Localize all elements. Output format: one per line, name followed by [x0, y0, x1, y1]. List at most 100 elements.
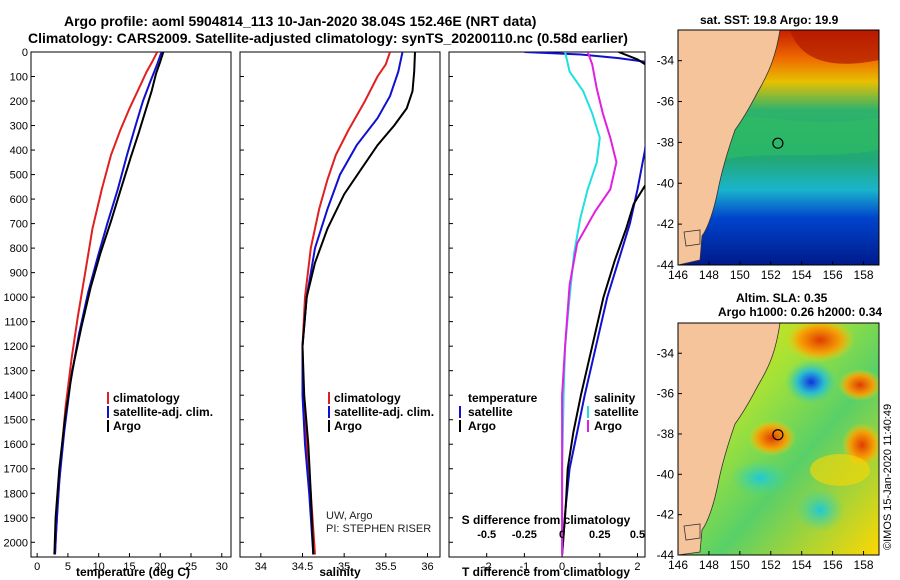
x-tick-label: 0 — [34, 561, 40, 573]
depth-tick-label: 800 — [10, 243, 28, 255]
map-y-tick-label: -38 — [657, 135, 675, 149]
difference-x-axis: -2 -1 0 1 2 — [482, 553, 641, 573]
x-tick-label: 10 — [93, 561, 105, 573]
map-y-tick-label: -40 — [657, 467, 675, 481]
map-x-tick-label: 152 — [761, 268, 781, 282]
map-y-tick-label: -42 — [657, 508, 675, 522]
depth-tick-label: 0 — [22, 47, 28, 59]
salinity-xlabel: salinity — [319, 565, 361, 579]
map-x-tick-label: 154 — [792, 558, 812, 572]
sla-land — [678, 323, 781, 555]
series-line-t-satellite — [524, 52, 645, 63]
temperature-legend: climatology satellite-adj. clim. Argo — [107, 391, 213, 433]
depth-tick-label: 1800 — [4, 488, 28, 500]
series-line-argo — [301, 52, 416, 555]
legend-label: Argo — [113, 419, 141, 433]
map-x-tick-label: 158 — [854, 558, 874, 572]
series-line-satellite-adj-clim- — [301, 52, 404, 555]
sst-map-image — [678, 30, 879, 265]
sst-warm-core — [790, 30, 879, 64]
header-line-1: Argo profile: aoml 5904814_113 10-Jan-20… — [64, 13, 537, 29]
x-tick-label: 5 — [65, 561, 71, 573]
sla-blob — [730, 460, 790, 496]
x-tick-label: 2 — [634, 561, 640, 573]
x-tick-label: 0 — [559, 561, 565, 573]
depth-tick-label: 1500 — [4, 415, 28, 427]
temperature-plot-frame — [30, 51, 232, 558]
depth-tick-label: 1300 — [4, 366, 28, 378]
credit-annotation-uw: UW, Argo — [326, 510, 372, 522]
depth-tick-label: 400 — [10, 145, 28, 157]
map-x-tick-label: 154 — [792, 268, 812, 282]
depth-tick-label: 700 — [10, 219, 28, 231]
depth-tick-label: 600 — [10, 194, 28, 206]
sla-map-axes: 146 148 150 152 154 156 158 -34 -36 -38 -40 -42 -44 — [657, 346, 874, 572]
map-y-tick-label: -36 — [657, 387, 675, 401]
map-x-tick-label: 148 — [699, 558, 719, 572]
sla-blob — [795, 488, 845, 532]
sla-island — [683, 523, 701, 541]
difference-series — [524, 52, 645, 555]
map-y-tick-label: -36 — [657, 95, 675, 109]
x-tick-label: -1 — [519, 561, 529, 573]
x-tick-label: 35.5 — [375, 561, 396, 573]
salinity-plot-frame — [239, 51, 441, 558]
legend-title-salinity: salinity — [594, 391, 636, 405]
x-tick-label: 1 — [597, 561, 603, 573]
map-x-tick-label: 150 — [730, 558, 750, 572]
temperature-series — [53, 52, 165, 555]
difference-plot-frame — [448, 51, 646, 558]
difference-legend: temperature satellite Argo salinity sate… — [459, 391, 639, 433]
salinity-legend: climatology satellite-adj. clim. Argo UW… — [326, 391, 434, 535]
depth-tick-label: 300 — [10, 121, 28, 133]
sla-blob — [785, 323, 855, 362]
map-y-tick-label: -34 — [657, 346, 675, 360]
depth-tick-label: 1400 — [4, 390, 28, 402]
legend-label: Argo — [468, 419, 496, 433]
x-tick-label: -2 — [482, 561, 492, 573]
difference-xlabel: T difference from climatology — [462, 565, 630, 579]
header-line-2: Climatology: CARS2009. Satellite-adjuste… — [28, 30, 628, 46]
series-line-t-argo — [618, 52, 645, 66]
sst-island — [683, 229, 701, 247]
difference-top-label: S difference from climatology — [462, 513, 631, 527]
legend-label: Argo — [334, 419, 362, 433]
map-x-tick-label: 150 — [730, 268, 750, 282]
map-x-tick-label: 146 — [668, 558, 688, 572]
sst-argo-marker — [772, 137, 784, 149]
depth-axis: 0 100 200 300 400 500 600 700 800 900 1000 1100 1200… — [4, 47, 453, 549]
top-tick-label: 0.25 — [589, 529, 610, 541]
depth-tick-label: 500 — [10, 170, 28, 182]
depth-tick-label: 1000 — [4, 292, 28, 304]
sla-map-frame — [677, 322, 880, 556]
map-x-tick-label: 146 — [668, 268, 688, 282]
top-tick-label: 0 — [559, 529, 565, 541]
top-tick-label: -0.25 — [512, 529, 537, 541]
sla-blob — [785, 360, 837, 404]
map-y-tick-label: -34 — [657, 54, 675, 68]
legend-label: Argo — [594, 419, 622, 433]
depth-tick-label: 1700 — [4, 464, 28, 476]
legend-label: climatology — [334, 391, 401, 405]
legend-label: satellite — [468, 405, 513, 419]
map-y-tick-label: -44 — [657, 548, 675, 562]
x-tick-label: 30 — [216, 561, 228, 573]
salinity-series — [301, 52, 416, 555]
sla-map-title: Altim. SLA: 0.35 — [736, 291, 828, 305]
depth-tick-label: 200 — [10, 96, 28, 108]
map-y-tick-label: -40 — [657, 176, 675, 190]
sla-map-image — [678, 323, 879, 555]
legend-label: satellite-adj. clim. — [113, 405, 213, 419]
depth-tick-label: 2000 — [4, 537, 28, 549]
x-tick-label: 36 — [421, 561, 433, 573]
salinity-x-axis: 34 34.5 35 35.5 36 — [255, 553, 434, 573]
sla-argo-marker — [772, 429, 784, 441]
difference-top-ticks: -0.5 -0.25 0 0.25 0.5 — [477, 529, 645, 541]
sst-map-frame — [677, 29, 880, 266]
depth-tick-label: 1900 — [4, 513, 28, 525]
map-x-tick-label: 156 — [823, 268, 843, 282]
x-tick-label: 34 — [255, 561, 267, 573]
legend-title-temperature: temperature — [468, 391, 538, 405]
x-tick-label: 20 — [154, 561, 166, 573]
